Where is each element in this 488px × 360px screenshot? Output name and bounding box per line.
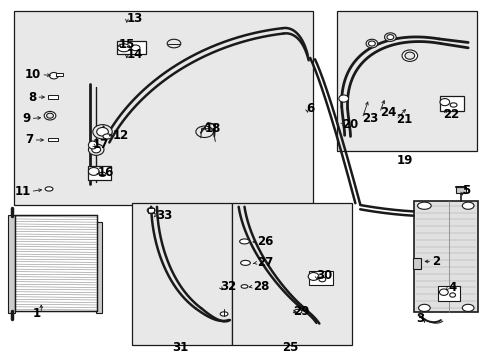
Ellipse shape	[293, 309, 301, 314]
Bar	[15, 215, 97, 311]
Text: 20: 20	[341, 118, 357, 131]
Ellipse shape	[318, 277, 325, 282]
Bar	[412, 258, 420, 269]
Text: 11: 11	[14, 185, 30, 198]
Bar	[131, 203, 232, 345]
Text: 16: 16	[98, 166, 114, 179]
Bar	[308, 271, 332, 285]
Text: 19: 19	[396, 154, 412, 167]
Ellipse shape	[46, 113, 53, 118]
Text: 27: 27	[256, 256, 272, 269]
Ellipse shape	[386, 35, 393, 40]
Ellipse shape	[366, 39, 377, 48]
Ellipse shape	[117, 44, 130, 52]
Text: 25: 25	[282, 341, 298, 354]
Ellipse shape	[417, 202, 430, 209]
Ellipse shape	[368, 41, 374, 46]
Ellipse shape	[240, 260, 250, 265]
Text: 10: 10	[25, 68, 41, 81]
Bar	[148, 207, 154, 213]
Bar	[117, 41, 146, 54]
Text: 6: 6	[306, 102, 314, 115]
Ellipse shape	[220, 312, 227, 316]
Ellipse shape	[241, 285, 247, 288]
Text: 23: 23	[362, 112, 378, 125]
Bar	[47, 138, 58, 141]
Text: 28: 28	[253, 280, 269, 293]
Text: 15: 15	[119, 39, 135, 51]
Bar	[456, 187, 465, 193]
Text: 26: 26	[256, 235, 272, 248]
Ellipse shape	[88, 167, 99, 175]
Ellipse shape	[239, 239, 249, 244]
Bar	[56, 73, 62, 76]
Text: 17: 17	[93, 139, 109, 152]
Ellipse shape	[439, 99, 449, 106]
Ellipse shape	[103, 134, 112, 139]
Text: 9: 9	[22, 112, 30, 125]
Text: 5: 5	[461, 184, 469, 197]
Text: 32: 32	[220, 280, 236, 293]
Text: 24: 24	[379, 106, 395, 120]
Text: 7: 7	[25, 134, 33, 147]
Text: 29: 29	[292, 305, 309, 318]
Text: 14: 14	[126, 48, 143, 61]
Bar	[8, 215, 15, 313]
Ellipse shape	[401, 50, 417, 62]
Ellipse shape	[404, 52, 414, 59]
Ellipse shape	[88, 141, 97, 149]
Ellipse shape	[88, 144, 104, 156]
Ellipse shape	[384, 33, 395, 41]
Text: 8: 8	[28, 91, 36, 104]
Ellipse shape	[196, 126, 213, 138]
Ellipse shape	[49, 72, 58, 79]
Text: 4: 4	[448, 281, 456, 294]
Ellipse shape	[449, 293, 455, 297]
Text: 21: 21	[395, 113, 411, 126]
Text: 2: 2	[431, 255, 439, 268]
Ellipse shape	[147, 207, 155, 213]
Bar	[232, 203, 352, 345]
Bar	[88, 166, 111, 180]
Ellipse shape	[92, 147, 101, 153]
Text: 33: 33	[156, 208, 172, 221]
Text: 22: 22	[442, 108, 458, 121]
Ellipse shape	[338, 95, 348, 102]
Bar	[14, 12, 312, 205]
Ellipse shape	[44, 111, 56, 120]
Text: 12: 12	[112, 129, 128, 142]
Ellipse shape	[439, 289, 447, 296]
Text: 18: 18	[204, 122, 221, 135]
Ellipse shape	[461, 304, 473, 311]
Ellipse shape	[131, 45, 140, 51]
Text: 13: 13	[126, 12, 143, 25]
Ellipse shape	[461, 202, 473, 209]
Ellipse shape	[418, 304, 429, 311]
Bar	[336, 12, 476, 152]
Text: 31: 31	[172, 341, 188, 354]
Ellipse shape	[93, 125, 112, 139]
Ellipse shape	[45, 187, 53, 191]
Ellipse shape	[449, 103, 456, 107]
Bar	[96, 222, 102, 313]
Text: 1: 1	[33, 307, 41, 320]
Bar	[439, 96, 463, 111]
Bar	[413, 201, 477, 312]
Ellipse shape	[97, 127, 108, 136]
Ellipse shape	[307, 273, 318, 280]
Text: 30: 30	[316, 269, 332, 282]
Ellipse shape	[167, 39, 181, 48]
Ellipse shape	[99, 172, 106, 176]
Bar	[437, 287, 459, 301]
Text: 3: 3	[415, 312, 424, 325]
Bar	[47, 95, 58, 99]
